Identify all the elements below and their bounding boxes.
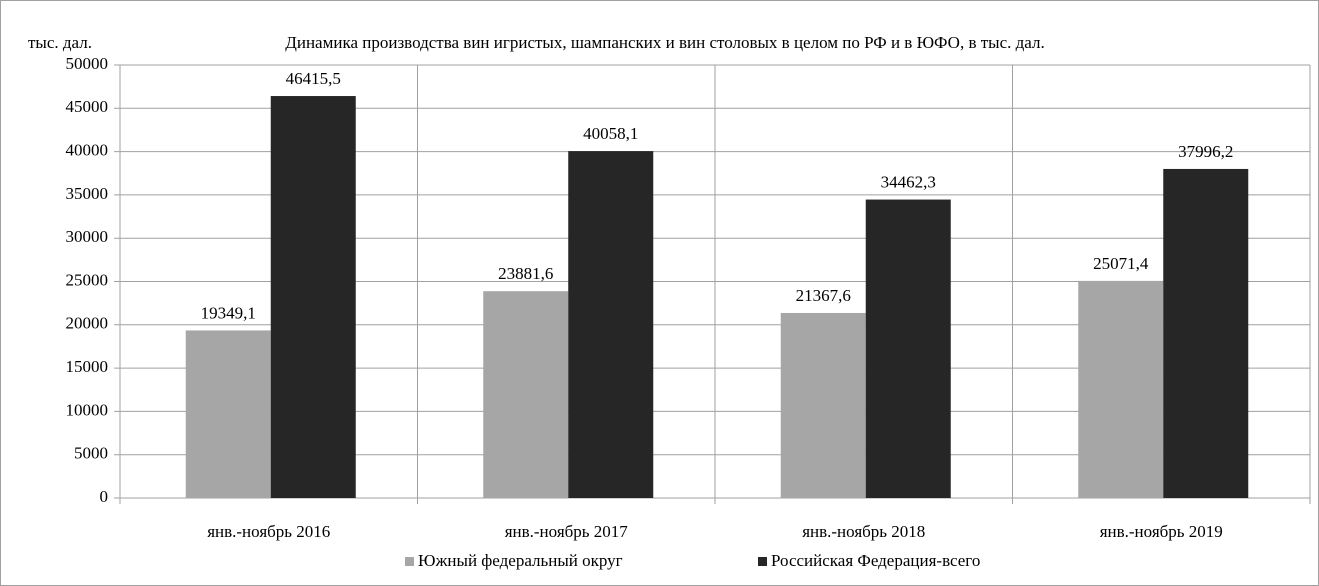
y-tick-label: 30000 bbox=[66, 227, 109, 246]
value-label: 40058,1 bbox=[583, 124, 638, 143]
value-label: 34462,3 bbox=[881, 172, 936, 191]
bar bbox=[568, 151, 654, 498]
bar bbox=[865, 199, 951, 498]
bar bbox=[780, 312, 866, 498]
value-label: 46415,5 bbox=[286, 69, 341, 88]
chart-title: Динамика производства вин игристых, шамп… bbox=[285, 33, 1044, 52]
y-tick-label: 25000 bbox=[66, 270, 109, 289]
value-label: 25071,4 bbox=[1093, 254, 1149, 273]
bar bbox=[1078, 280, 1164, 498]
y-tick-label: 35000 bbox=[66, 184, 109, 203]
x-tick-label: янв.-ноябрь 2019 bbox=[1100, 522, 1223, 541]
legend-label: Южный федеральный округ bbox=[418, 551, 623, 570]
x-tick-label: янв.-ноябрь 2016 bbox=[207, 522, 330, 541]
x-tick-label: янв.-ноябрь 2017 bbox=[505, 522, 629, 541]
y-tick-label: 0 bbox=[100, 487, 109, 506]
y-tick-label: 45000 bbox=[66, 97, 109, 116]
y-tick-label: 50000 bbox=[66, 54, 109, 73]
value-label: 37996,2 bbox=[1178, 142, 1233, 161]
bar bbox=[483, 291, 569, 498]
bar bbox=[270, 96, 356, 498]
y-tick-label: 15000 bbox=[66, 357, 109, 376]
x-tick-label: янв.-ноябрь 2018 bbox=[802, 522, 925, 541]
legend-swatch bbox=[405, 557, 414, 566]
legend-label: Российская Федерация-всего bbox=[771, 551, 980, 570]
y-tick-label: 10000 bbox=[66, 400, 109, 419]
value-label: 23881,6 bbox=[498, 264, 553, 283]
y-axis-label: тыс. дал. bbox=[28, 33, 92, 52]
value-label: 19349,1 bbox=[201, 303, 256, 322]
y-tick-label: 20000 bbox=[66, 314, 109, 333]
value-label: 21367,6 bbox=[796, 286, 851, 305]
y-tick-label: 5000 bbox=[74, 444, 108, 463]
legend-swatch bbox=[758, 557, 767, 566]
y-tick-label: 40000 bbox=[66, 141, 109, 160]
bar bbox=[185, 330, 271, 498]
bar bbox=[1163, 168, 1249, 498]
